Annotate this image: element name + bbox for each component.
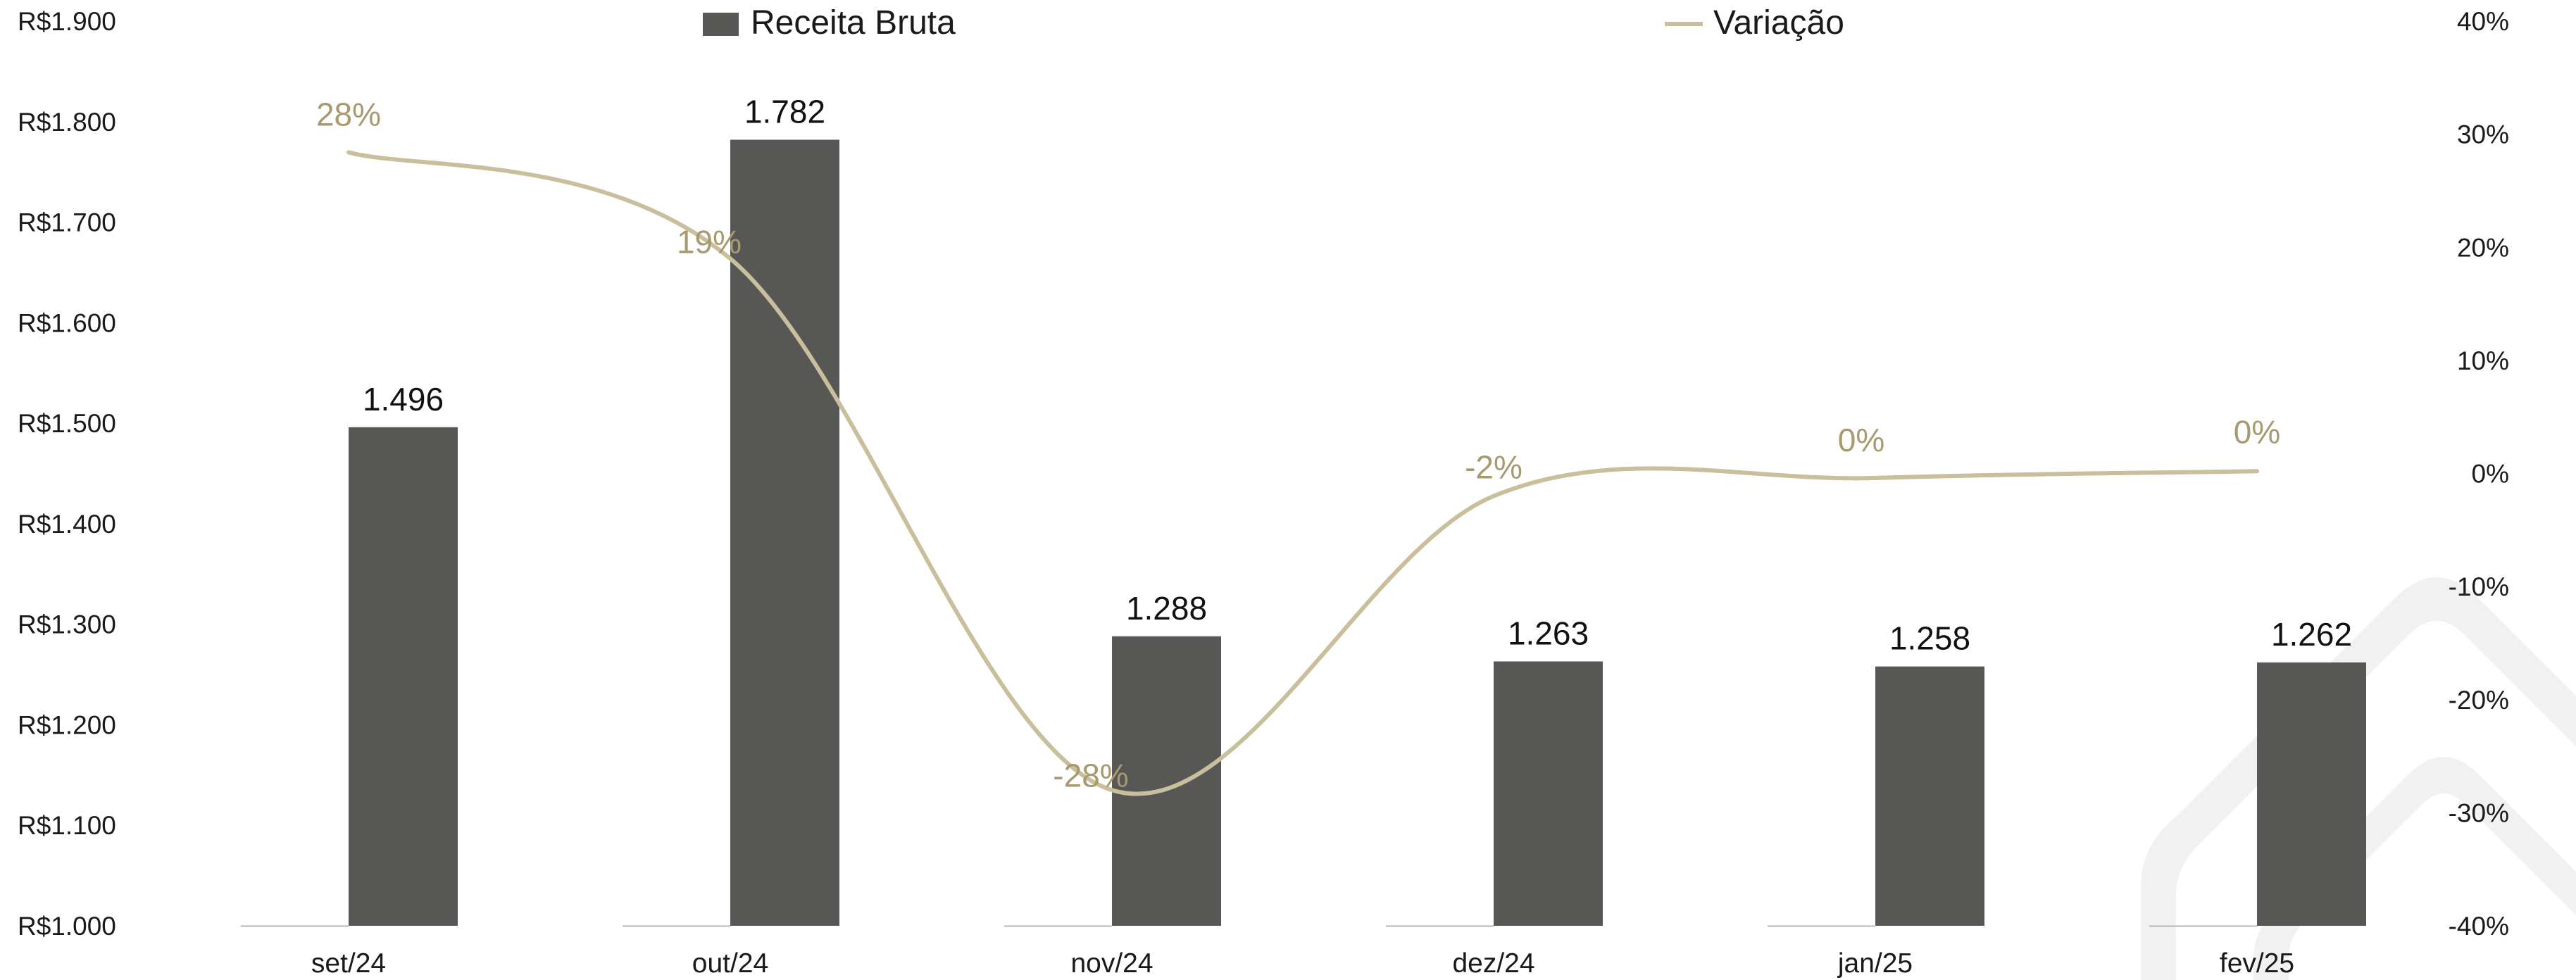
bar-value-label: 1.258 bbox=[1889, 620, 1970, 657]
bar-nov-24 bbox=[1112, 636, 1221, 926]
right-axis-tick-label: 0% bbox=[2472, 460, 2509, 489]
variation-value-label: 0% bbox=[1838, 422, 1884, 458]
legend: Receita Bruta Variação bbox=[703, 4, 1844, 42]
bars bbox=[349, 139, 2366, 926]
left-axis-tick-label: R$1.100 bbox=[18, 811, 116, 840]
left-axis-tick-label: R$1.200 bbox=[18, 710, 116, 739]
bar-jan-25 bbox=[1875, 666, 1984, 926]
bar-dez-24 bbox=[1494, 661, 1603, 926]
watermark-logo bbox=[2141, 577, 2576, 980]
bar-fev-25 bbox=[2257, 662, 2366, 926]
variation-value-label: -28% bbox=[1053, 757, 1128, 793]
bar-set-24 bbox=[349, 427, 458, 926]
bar-value-label: 1.288 bbox=[1126, 590, 1207, 627]
variation-value-label: 28% bbox=[316, 96, 381, 132]
left-axis-tick-label: R$1.500 bbox=[18, 409, 116, 438]
left-axis-tick-label: R$1.300 bbox=[18, 610, 116, 639]
watermark-stripe-1 bbox=[2141, 577, 2576, 980]
legend-swatch-receita-bruta bbox=[703, 13, 739, 36]
left-axis-tick-label: R$1.600 bbox=[18, 308, 116, 337]
bar-value-label: 1.496 bbox=[363, 381, 444, 417]
right-axis-tick-label: 20% bbox=[2457, 233, 2509, 262]
variation-value-label: 0% bbox=[2234, 413, 2280, 450]
right-axis-tick-label: 10% bbox=[2457, 346, 2509, 375]
variation-labels: 28% 19% -28% -2% 0% 0% bbox=[316, 96, 2280, 793]
category-label: set/24 bbox=[311, 948, 386, 979]
category-label: fev/25 bbox=[2220, 948, 2294, 979]
left-axis-tick-label: R$1.900 bbox=[18, 7, 116, 36]
right-axis-tick-label: 30% bbox=[2457, 120, 2509, 149]
left-axis-tick-label: R$1.400 bbox=[18, 510, 116, 539]
right-axis-tick-label: -20% bbox=[2449, 686, 2509, 715]
legend-label-receita-bruta: Receita Bruta bbox=[751, 4, 956, 42]
bar-out-24 bbox=[730, 139, 839, 926]
right-axis-tick-label: -30% bbox=[2449, 798, 2509, 827]
left-axis-tick-label: R$1.000 bbox=[18, 912, 116, 941]
bar-value-labels: 1.496 1.782 1.288 1.263 1.258 1.262 bbox=[363, 93, 2352, 656]
variation-line-layer bbox=[346, 150, 2259, 796]
bar-value-label: 1.782 bbox=[744, 93, 825, 130]
right-axis-tick-label: 40% bbox=[2457, 7, 2509, 36]
category-label: dez/24 bbox=[1452, 948, 1534, 979]
category-label: nov/24 bbox=[1070, 948, 1153, 979]
bar-value-label: 1.262 bbox=[2271, 616, 2352, 653]
left-axis-tick-label: R$1.800 bbox=[18, 108, 116, 137]
category-label: out/24 bbox=[692, 948, 768, 979]
category-label: jan/25 bbox=[1837, 948, 1913, 979]
left-axis-tick-label: R$1.700 bbox=[18, 208, 116, 237]
variation-line bbox=[346, 150, 2259, 796]
watermark-stripe-2 bbox=[2253, 757, 2576, 980]
variation-value-label: -2% bbox=[1465, 449, 1523, 486]
right-axis: 40% 30% 20% 10% 0% -10% -20% -30% -40% bbox=[2449, 7, 2509, 941]
right-axis-tick-label: -40% bbox=[2449, 912, 2509, 941]
variation-value-label: 19% bbox=[677, 223, 742, 260]
legend-label-variacao: Variação bbox=[1713, 4, 1844, 42]
category-labels: set/24 out/24 nov/24 dez/24 jan/25 fev/25 bbox=[311, 948, 2294, 979]
bar-value-label: 1.263 bbox=[1508, 615, 1589, 651]
left-axis: R$1.900 R$1.800 R$1.700 R$1.600 R$1.500 R$1.4… bbox=[18, 7, 116, 941]
right-axis-tick-label: -10% bbox=[2449, 572, 2509, 601]
